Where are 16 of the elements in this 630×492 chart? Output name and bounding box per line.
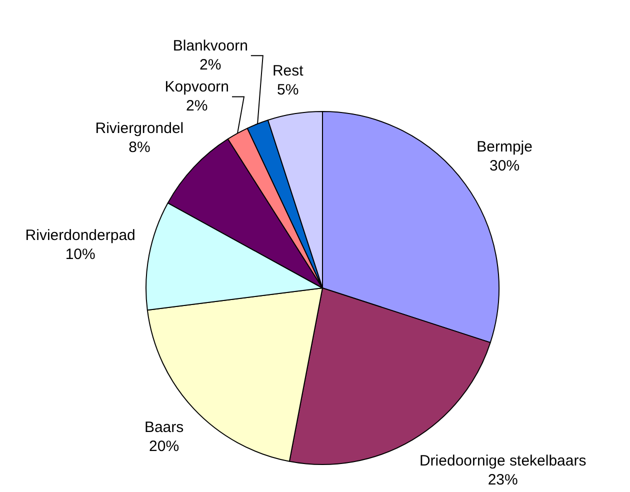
data-label: 23% <box>488 472 518 489</box>
slice-label: Rest <box>272 62 304 80</box>
slice-label: Riviergrondel <box>95 120 184 138</box>
slice-label: Blankvoorn <box>172 37 248 54</box>
data-label: 5% <box>277 81 299 98</box>
slice-label: Rivierdonderpad <box>25 226 136 244</box>
slice-label: Bermpje <box>476 138 532 156</box>
data-label: 30% <box>490 158 520 175</box>
slice-label: Baars <box>144 419 184 436</box>
data-label: 10% <box>65 246 96 263</box>
data-label: 2% <box>200 56 222 74</box>
data-label: 20% <box>149 438 180 456</box>
data-label: 8% <box>128 139 150 156</box>
slice-label: Kopvoorn <box>164 78 230 96</box>
slice-label: Driedoornige stekelbaars <box>419 452 586 470</box>
data-label: 2% <box>186 97 208 114</box>
